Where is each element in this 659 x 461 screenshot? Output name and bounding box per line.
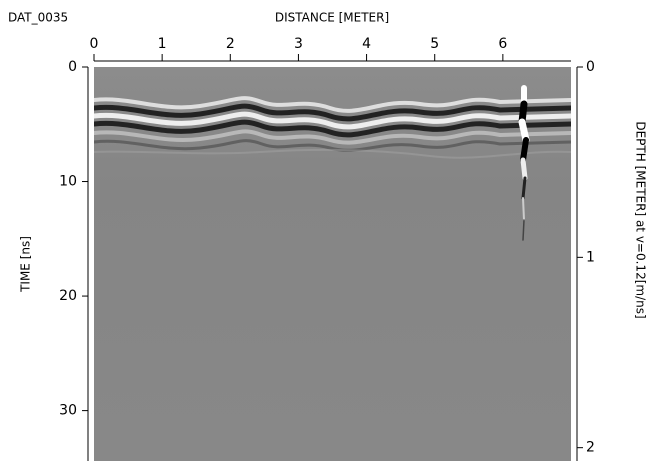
x-tick-label: 3	[294, 36, 303, 52]
radargram-image	[94, 67, 571, 461]
y-tick-label: 0	[68, 59, 77, 75]
x-tick-label: 1	[158, 36, 167, 52]
x-tick-label: 2	[226, 36, 235, 52]
y2-tick-label: 1	[586, 249, 595, 265]
y-axis-label: TIME [ns]	[19, 236, 33, 293]
x-tick-label: 0	[90, 36, 99, 52]
y2-tick-label: 0	[586, 59, 595, 75]
x-tick-label: 6	[498, 36, 507, 52]
x-axis-label: DISTANCE [METER]	[275, 11, 389, 25]
chart-title: DAT_0035	[8, 11, 68, 25]
x-tick-label: 5	[430, 36, 439, 52]
y2-tick-label: 2	[586, 440, 595, 456]
y2-axis-label: DEPTH [METER] at v=0.12[m/ns]	[634, 121, 648, 318]
y-tick-label: 10	[59, 174, 77, 190]
x-tick-label: 4	[362, 36, 371, 52]
y-tick-label: 20	[59, 288, 77, 304]
y-tick-label: 30	[59, 403, 77, 419]
